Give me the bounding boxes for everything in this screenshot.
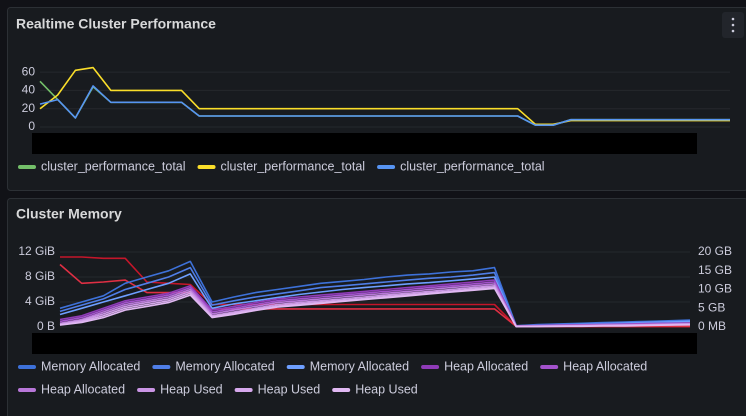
legend-label: Memory Allocated	[310, 359, 409, 373]
legend-label: cluster_performance_total	[41, 159, 186, 173]
redacted-axis	[32, 333, 697, 354]
menu-dot	[731, 29, 735, 33]
series-line	[39, 85, 730, 126]
panel[interactable]	[7, 198, 746, 416]
y-tick-label: 40	[22, 83, 36, 97]
y-tick-label: 12 GiB	[18, 244, 55, 258]
legend-label: cluster_performance_total	[221, 159, 366, 173]
legend-label: cluster_performance_total	[400, 159, 545, 173]
legend-label: Heap Allocated	[41, 382, 125, 396]
legend-label: Memory Allocated	[41, 359, 140, 373]
legend-label: Heap Allocated	[444, 359, 528, 373]
legend-label: Memory Allocated	[175, 359, 274, 373]
legend-label: Heap Allocated	[563, 359, 647, 373]
redacted-axis	[32, 133, 697, 154]
y2-tick-label: 0 MB	[698, 319, 726, 333]
series-line	[59, 287, 691, 328]
y2-tick-label: 15 GB	[698, 263, 732, 277]
y-tick-label: 60	[22, 64, 36, 78]
y-tick-label: 4 GiB	[25, 294, 55, 308]
y-tick-label: 0 B	[37, 319, 55, 333]
legend-label: Heap Used	[258, 382, 321, 396]
menu-dot	[731, 23, 735, 27]
menu-dot	[731, 17, 735, 21]
y-tick-label: 20	[22, 101, 36, 115]
y2-tick-label: 10 GB	[698, 282, 732, 296]
y-tick-label: 0	[28, 119, 35, 133]
y2-tick-label: 20 GB	[698, 244, 732, 258]
panel-title: Realtime Cluster Performance	[16, 16, 216, 32]
legend-label: Heap Used	[160, 382, 223, 396]
panel-title: Cluster Memory	[16, 206, 122, 222]
series-line	[39, 66, 730, 126]
y2-tick-label: 5 GB	[698, 300, 725, 314]
y-tick-label: 8 GiB	[25, 269, 55, 283]
legend-label: Heap Used	[355, 382, 418, 396]
